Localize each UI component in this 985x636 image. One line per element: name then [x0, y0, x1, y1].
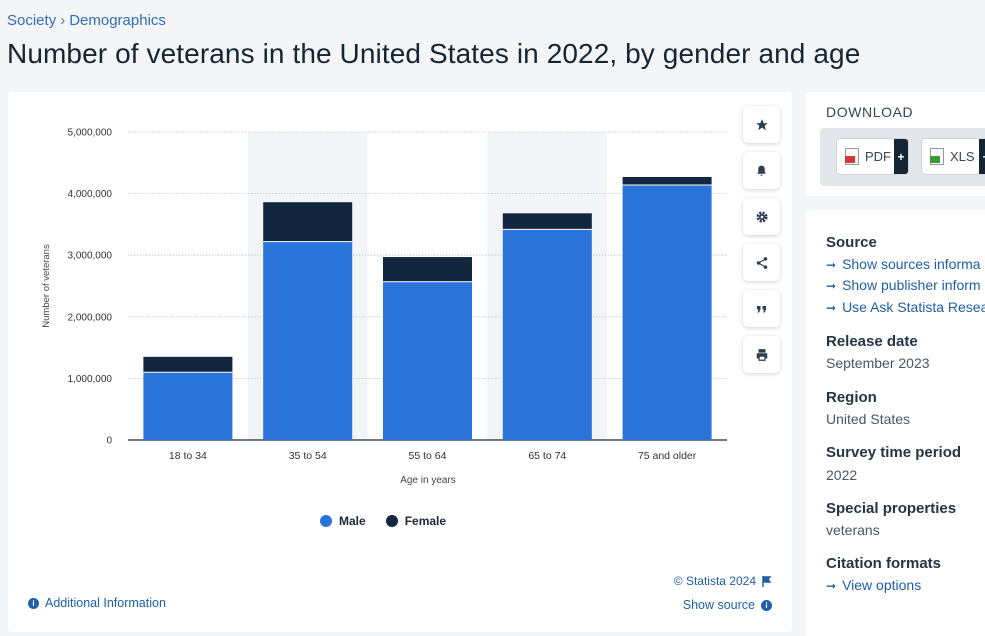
source-label: Source: [826, 234, 877, 251]
y-tick-label: 3,000,000: [68, 251, 113, 262]
flag-icon: [762, 575, 772, 587]
chart-legend: Male Female: [320, 514, 446, 528]
y-tick-label: 5,000,000: [68, 128, 113, 139]
x-axis-label: Age in years: [400, 475, 456, 486]
legend-dot-male: [320, 515, 332, 527]
legend-label-male: Male: [339, 514, 366, 528]
citation-formats-label: Citation formats: [826, 555, 942, 572]
survey-period-value: 2022: [826, 467, 858, 483]
survey-period-label: Survey time period: [826, 444, 962, 461]
gear-icon: [755, 210, 768, 223]
x-tick-label: 75 and older: [638, 450, 697, 462]
breadcrumb: Society › Demographics: [7, 12, 166, 29]
statistic-info-card: Source ➞ Show sources informa ➞ Show publi…: [806, 210, 985, 636]
print-button[interactable]: [743, 336, 780, 373]
quote-icon: [757, 305, 766, 312]
xls-plus-icon: +: [979, 139, 985, 174]
bar-female[interactable]: [263, 202, 353, 242]
arrow-right-icon: ➞: [826, 579, 837, 593]
page-title: Number of veterans in the United States …: [7, 38, 861, 69]
settings-button[interactable]: [743, 198, 780, 235]
show-publisher-link[interactable]: ➞ Show publisher inform: [826, 277, 981, 293]
ask-statista-link[interactable]: ➞ Use Ask Statista Resea: [826, 299, 985, 315]
download-pdf-button[interactable]: PDF +: [836, 138, 909, 175]
info-icon: i: [761, 599, 772, 611]
x-tick-label: 18 to 34: [169, 450, 207, 462]
arrow-right-icon: ➞: [826, 279, 837, 293]
region-label: Region: [826, 389, 877, 406]
copyright-text: © Statista 2024: [673, 574, 756, 588]
bar-male[interactable]: [502, 229, 592, 440]
chart-svg: 0 1,000,000 2,000,000 3,000,000 4,000,000 5,0…: [41, 128, 727, 486]
view-options-text: View options: [842, 577, 922, 593]
arrow-right-icon: ➞: [826, 258, 837, 272]
view-options-link[interactable]: ➞ View options: [826, 577, 921, 593]
bar-female[interactable]: [143, 356, 233, 373]
share-button[interactable]: [743, 244, 780, 281]
bar-female[interactable]: [622, 176, 712, 185]
y-axis-label: Number of veterans: [41, 244, 52, 328]
info-icon: i: [28, 597, 39, 609]
bar-female[interactable]: [502, 213, 592, 230]
y-tick-label: 2,000,000: [68, 312, 113, 323]
y-tick-label: 0: [106, 436, 112, 447]
breadcrumb-demographics[interactable]: Demographics: [69, 12, 166, 29]
bar-male[interactable]: [622, 184, 712, 440]
pdf-label: PDF: [865, 149, 891, 164]
breadcrumb-society[interactable]: Society: [7, 12, 57, 29]
x-tick-label: 55 to 64: [409, 450, 447, 462]
additional-information-label: Additional Information: [45, 596, 166, 610]
pdf-file-icon: [845, 148, 859, 165]
y-tick-label: 1,000,000: [68, 374, 113, 385]
xls-file-icon: [930, 148, 944, 165]
release-date-value: September 2023: [826, 355, 930, 371]
xls-label: XLS: [950, 149, 975, 164]
show-source-link[interactable]: Show source i: [683, 598, 772, 612]
pdf-plus-icon: +: [894, 139, 908, 174]
notification-button[interactable]: [743, 152, 780, 189]
star-icon: [755, 118, 768, 130]
show-publisher-text: Show publisher inform: [842, 277, 981, 293]
bar-male[interactable]: [143, 372, 233, 440]
download-title: DOWNLOAD: [826, 104, 914, 120]
legend-item-female[interactable]: Female: [385, 514, 447, 528]
y-tick-label: 4,000,000: [68, 189, 113, 200]
print-icon: [756, 348, 767, 361]
breadcrumb-separator: ›: [60, 12, 66, 29]
cite-button[interactable]: [743, 290, 780, 327]
legend-item-male[interactable]: Male: [320, 514, 366, 528]
show-sources-link[interactable]: ➞ Show sources informa: [826, 256, 981, 272]
x-tick-label: 65 to 74: [528, 450, 566, 462]
additional-information-link[interactable]: i Additional Information: [28, 596, 166, 610]
share-icon: [756, 256, 767, 269]
show-source-label: Show source: [682, 598, 755, 612]
arrow-right-icon: ➞: [826, 301, 837, 315]
release-date-label: Release date: [826, 333, 918, 350]
bar-male[interactable]: [383, 281, 472, 440]
download-options: PDF + XLS +: [820, 128, 985, 186]
bar-male[interactable]: [263, 241, 353, 440]
ask-statista-text: Use Ask Statista Resea: [842, 299, 985, 315]
x-tick-label: 35 to 54: [289, 450, 327, 462]
show-sources-text: Show sources informa: [842, 256, 981, 272]
favorite-button[interactable]: [743, 106, 780, 143]
special-properties-label: Special properties: [826, 500, 957, 517]
legend-dot-female: [385, 515, 398, 527]
region-value: United States: [826, 411, 911, 427]
bar-female[interactable]: [383, 257, 472, 282]
download-xls-button[interactable]: XLS +: [921, 138, 985, 175]
copyright[interactable]: © Statista 2024: [674, 574, 772, 588]
legend-label-female: Female: [404, 514, 447, 528]
download-card: DOWNLOAD PDF + XLS +: [806, 92, 985, 196]
chart-card: 0 1,000,000 2,000,000 3,000,000 4,000,000 5,0…: [8, 92, 792, 632]
special-properties-value: veterans: [826, 522, 880, 538]
bell-icon: [757, 165, 766, 176]
